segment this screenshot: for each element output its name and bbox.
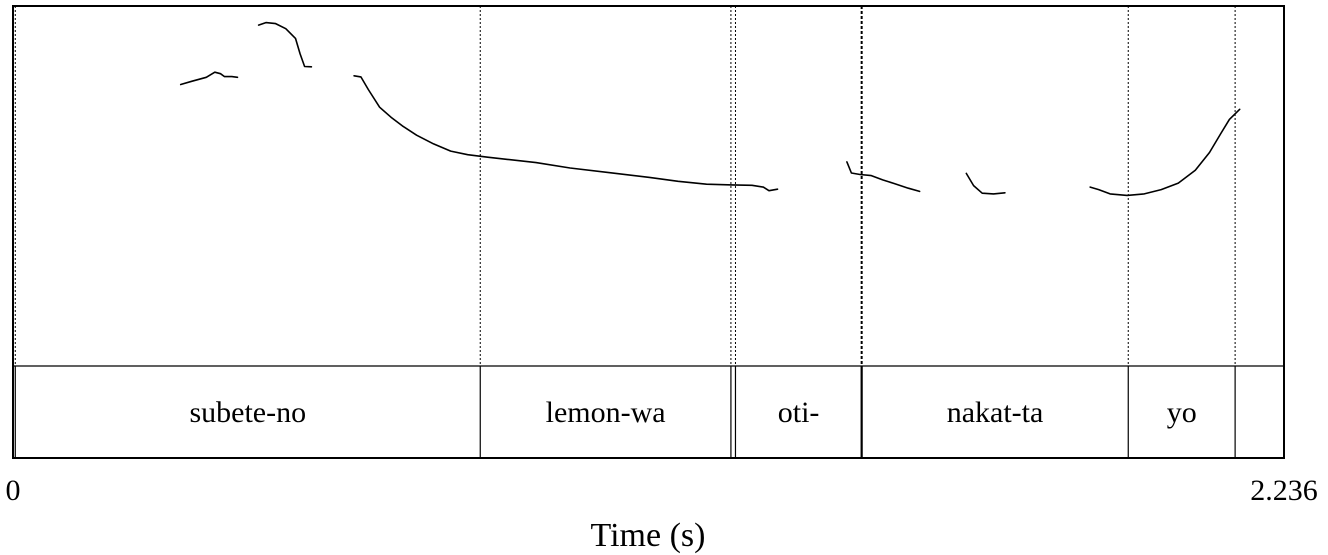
plot-frame [12,5,1285,459]
interval-label: yo [1167,396,1197,429]
boundary-lines [14,6,1236,458]
pitch-segment [353,75,779,192]
pitch-segment [179,71,239,86]
interval-label: nakat-ta [947,396,1044,429]
interval-label: oti- [778,396,820,429]
pitch-segment [257,21,313,68]
pitch-segment [1089,108,1241,197]
pitch-contour [179,21,1241,197]
text-grid-tier: subete-no lemon-wa oti-nakat-ta yo [189,396,1196,429]
interval-label: lemon-wa [546,396,666,429]
pitch-segment [965,172,1006,195]
pitch-segment [846,161,921,193]
interval-label: subete-no [189,396,306,429]
x-tick-end: 2.236 [1250,474,1318,507]
x-tick-start: 0 [6,474,21,507]
x-axis-label: Time (s) [591,517,706,554]
